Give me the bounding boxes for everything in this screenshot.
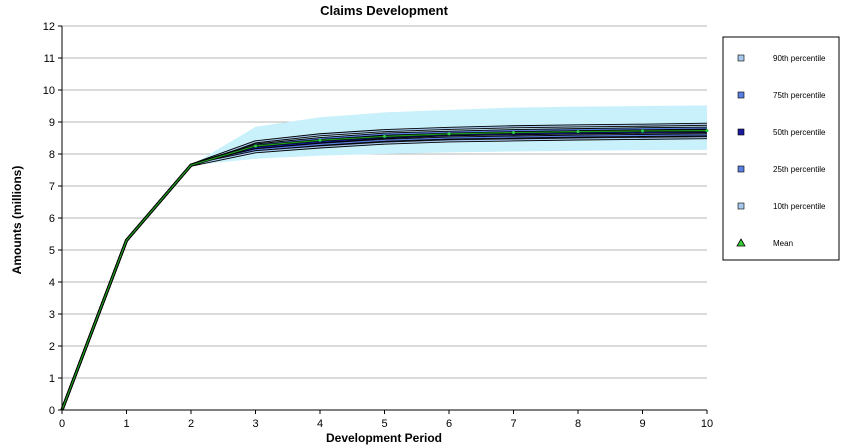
x-tick-label: 8 xyxy=(575,418,581,430)
percentile-band-area xyxy=(62,105,707,411)
x-tick-label: 1 xyxy=(123,418,129,430)
legend-marker xyxy=(737,202,745,210)
series-line xyxy=(61,127,708,411)
mean-point xyxy=(576,130,580,134)
series-line xyxy=(61,134,708,411)
x-tick-label: 2 xyxy=(188,418,194,430)
x-axis-title: Development Period xyxy=(326,431,442,445)
legend-box xyxy=(722,36,840,261)
legend-marker xyxy=(737,128,745,136)
y-tick-label: 3 xyxy=(49,309,55,321)
legend-label: Mean xyxy=(773,239,793,248)
x-tick-label: 4 xyxy=(317,418,323,430)
y-tick-label: 9 xyxy=(49,117,55,129)
legend-marker xyxy=(737,91,745,99)
mean-point xyxy=(254,144,257,148)
series-outline xyxy=(60,129,708,411)
legend-label: 10th percentile xyxy=(773,202,826,211)
mean-point xyxy=(641,129,644,133)
x-tick-label: 6 xyxy=(446,418,452,430)
mean-point xyxy=(318,138,322,142)
y-tick-label: 11 xyxy=(44,53,55,65)
x-tick-label: 7 xyxy=(510,418,516,430)
y-tick-label: 0 xyxy=(49,405,55,417)
mean-point xyxy=(383,134,386,138)
y-axis-title: Amounts (millions) xyxy=(10,166,24,275)
legend-marker-mean xyxy=(736,238,746,247)
x-tick-label: 3 xyxy=(252,418,258,430)
x-tick-label: 5 xyxy=(381,418,387,430)
y-tick-label: 2 xyxy=(49,341,55,353)
chart-title: Claims Development xyxy=(320,3,449,18)
grid xyxy=(62,25,707,411)
y-tick-label: 8 xyxy=(49,149,55,161)
x-tick-label: 9 xyxy=(639,418,645,430)
percentile-band xyxy=(62,105,707,411)
series-line xyxy=(61,123,708,411)
mean-point xyxy=(447,132,451,136)
mean-point xyxy=(705,129,709,133)
series-outline xyxy=(60,130,708,411)
x-tick-label: 10 xyxy=(701,418,713,430)
x-tick-label: 0 xyxy=(59,418,65,430)
y-tick-label: 1 xyxy=(49,373,55,385)
legend: 90th percentile 75th percentile 50th perce… xyxy=(722,36,840,261)
legend-label: 25th percentile xyxy=(773,165,826,174)
series-group xyxy=(60,122,709,411)
series-outline xyxy=(60,126,708,411)
legend-label: 90th percentile xyxy=(773,54,826,63)
series-outline xyxy=(60,133,708,411)
series-outline xyxy=(60,122,708,411)
mean-point xyxy=(512,131,515,135)
legend-label: 50th percentile xyxy=(773,128,826,137)
y-tick-label: 6 xyxy=(49,213,55,225)
series-line xyxy=(61,131,708,411)
legend-marker xyxy=(737,54,745,62)
y-tick-label: 10 xyxy=(43,85,55,97)
legend-marker xyxy=(737,165,745,173)
y-tick-label: 7 xyxy=(49,181,55,193)
series-line xyxy=(61,137,708,411)
y-tick-label: 12 xyxy=(43,21,55,33)
series-line xyxy=(61,130,708,411)
y-tick-label: 4 xyxy=(49,277,55,289)
series-outline xyxy=(60,136,708,411)
legend-label: 75th percentile xyxy=(773,91,826,100)
y-tick-label: 5 xyxy=(49,245,55,257)
